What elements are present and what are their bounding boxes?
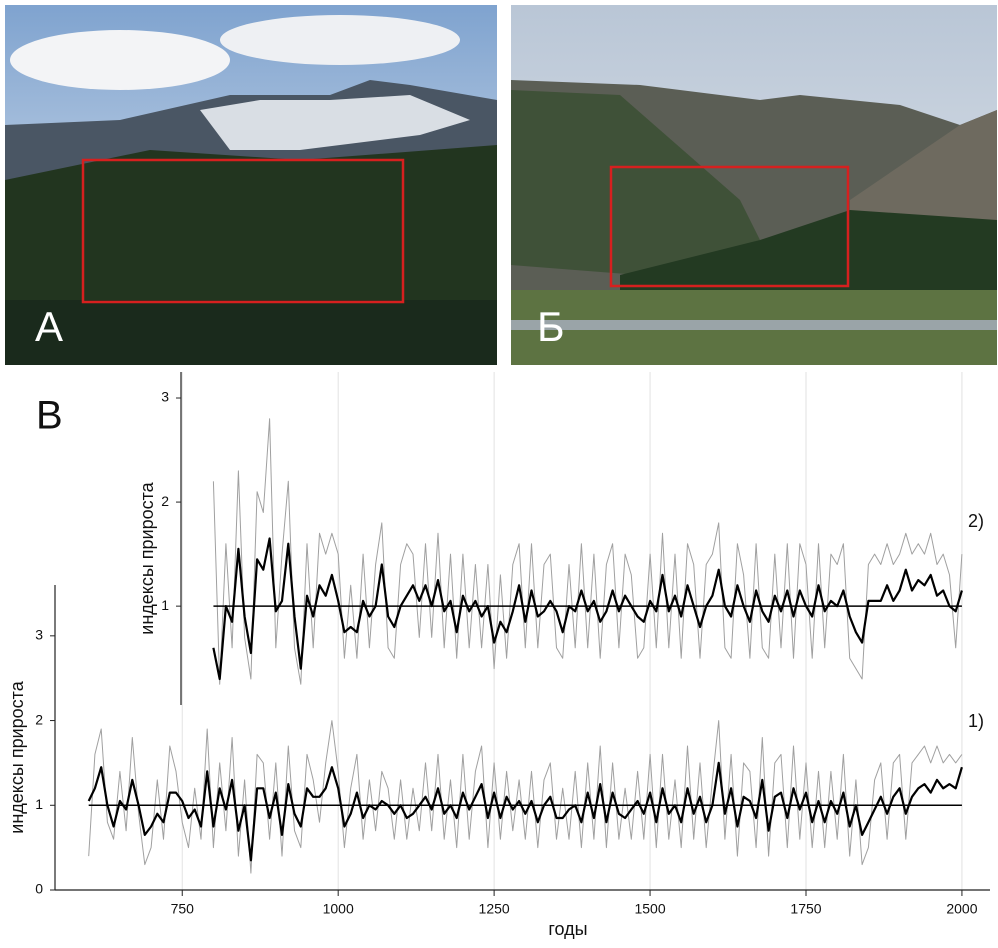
y-tick-label: 1 bbox=[35, 796, 43, 812]
y-tick-label: 1 bbox=[161, 597, 169, 613]
y-tick-label: 3 bbox=[35, 627, 43, 643]
raw-series bbox=[212, 418, 963, 685]
x-tick-label: 1500 bbox=[634, 901, 665, 917]
photo-label: А bbox=[35, 303, 63, 350]
x-tick-label: 1750 bbox=[790, 901, 821, 917]
y-tick-label: 2 bbox=[35, 711, 43, 727]
y-tick-label: 2 bbox=[161, 493, 169, 509]
x-tick-label: 750 bbox=[171, 901, 195, 917]
y-axis-label: индексы прироста bbox=[137, 481, 157, 634]
photo-label: Б bbox=[537, 303, 565, 350]
panel-tag: 2) bbox=[968, 511, 984, 531]
raw-series bbox=[88, 720, 963, 874]
x-axis-label: годы bbox=[548, 919, 587, 939]
x-tick-label: 1000 bbox=[323, 901, 354, 917]
smoothed-series bbox=[87, 761, 963, 862]
photo-b: Б bbox=[511, 5, 997, 365]
photo-a: А bbox=[5, 5, 497, 365]
x-tick-label: 2000 bbox=[946, 901, 977, 917]
chart: 1 2 3 индексы прироста 2) 0 1 2 3 индексы прирост… bbox=[7, 372, 990, 939]
y-axis-label: индексы прироста bbox=[7, 680, 27, 833]
x-tick-label: 1250 bbox=[479, 901, 510, 917]
y-tick-label: 0 bbox=[35, 881, 43, 897]
panel-label: В bbox=[36, 394, 63, 438]
y-tick-label: 3 bbox=[161, 389, 169, 405]
panel-tag: 1) bbox=[968, 711, 984, 731]
